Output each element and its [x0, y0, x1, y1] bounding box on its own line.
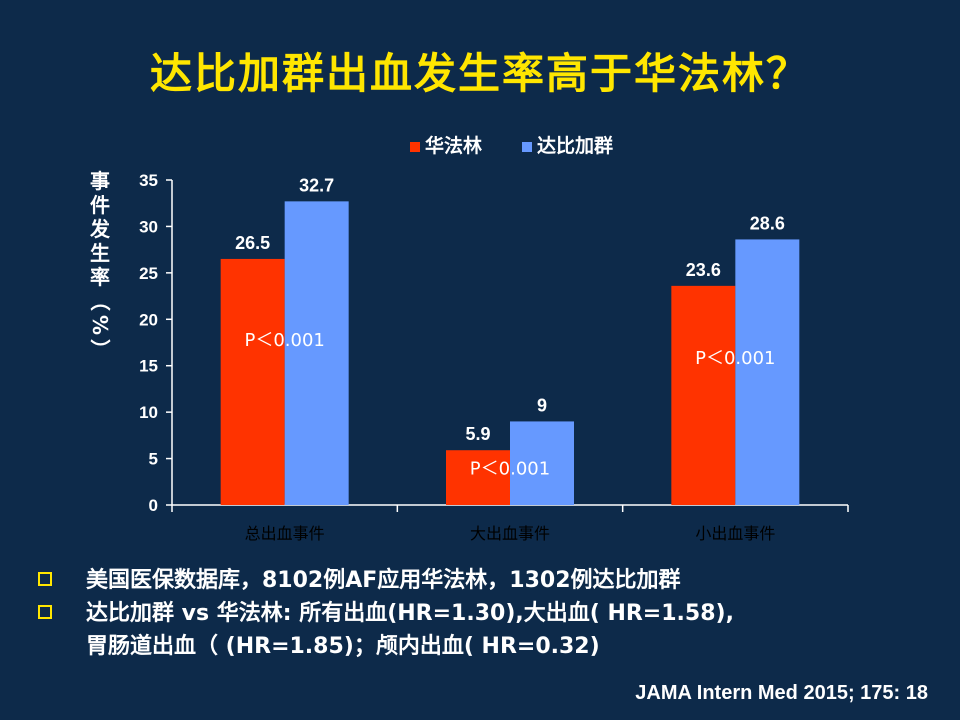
bar-warfarin [220, 258, 285, 505]
y-tick-label: 30 [139, 217, 158, 236]
bullet-item: 达比加群 vs 华法林: 所有出血(HR=1.30),大出血( HR=1.58)… [36, 597, 946, 630]
data-label: 23.6 [686, 260, 721, 280]
y-tick-label: 15 [139, 357, 158, 376]
y-tick-label: 0 [149, 496, 158, 515]
y-axis-label-char: 件 [90, 193, 110, 217]
y-tick-label: 5 [149, 450, 158, 469]
bar-dabigatran [510, 421, 574, 505]
x-category-label: 总出血事件 [245, 524, 325, 543]
bullet-square-icon [38, 572, 52, 586]
y-tick-label: 10 [139, 403, 158, 422]
y-axis-label-char: ） [88, 339, 112, 359]
y-tick-label: 25 [139, 264, 158, 283]
legend-label: 达比加群 [537, 134, 613, 157]
slide-title: 达比加群出血发生率高于华法林？ [149, 49, 810, 98]
p-value-label: P＜0.001 [244, 330, 324, 351]
bullet-square-icon [38, 605, 52, 619]
data-label: 32.7 [299, 175, 334, 195]
data-label: 28.6 [750, 213, 785, 233]
legend-swatch [410, 142, 420, 152]
y-tick-label: 20 [139, 310, 158, 329]
bullet-text: 美国医保数据库，8102例AF应用华法林，1302例达比加群 [86, 568, 681, 593]
bar-dabigatran [284, 201, 349, 505]
y-axis-label-char: 率 [90, 265, 110, 289]
p-value-label: P＜0.001 [470, 458, 550, 479]
y-axis-label-char: （ [88, 291, 112, 311]
bar-warfarin [671, 285, 736, 505]
y-axis-label-char: 发 [89, 217, 111, 241]
y-axis-label-char: 事 [90, 169, 110, 193]
x-category-label: 大出血事件 [470, 524, 550, 543]
bar-dabigatran [735, 239, 800, 505]
data-label: 5.9 [465, 424, 490, 444]
y-tick-label: 35 [139, 171, 158, 190]
data-label: 26.5 [235, 233, 270, 253]
bar-warfarin [446, 450, 510, 505]
bullet-continuation: 胃肠道出血（ (HR=1.85)；颅内出血( HR=0.32) [86, 634, 600, 659]
data-label: 9 [537, 395, 547, 415]
bullet-text: 达比加群 vs 华法林: 所有出血(HR=1.30),大出血( HR=1.58)… [86, 601, 734, 626]
bullet-item: 美国医保数据库，8102例AF应用华法林，1302例达比加群 [36, 564, 946, 597]
bullet-list: 美国医保数据库，8102例AF应用华法林，1302例达比加群 达比加群 vs 华… [36, 564, 946, 663]
citation: JAMA Intern Med 2015; 175: 18 [635, 682, 928, 704]
legend-label: 华法林 [425, 134, 482, 157]
legend-swatch [522, 142, 532, 152]
p-value-label: P＜0.001 [695, 348, 775, 369]
x-category-label: 小出血事件 [695, 524, 775, 543]
y-axis-label-char: % [88, 315, 112, 335]
y-axis-label-char: 生 [90, 241, 110, 265]
